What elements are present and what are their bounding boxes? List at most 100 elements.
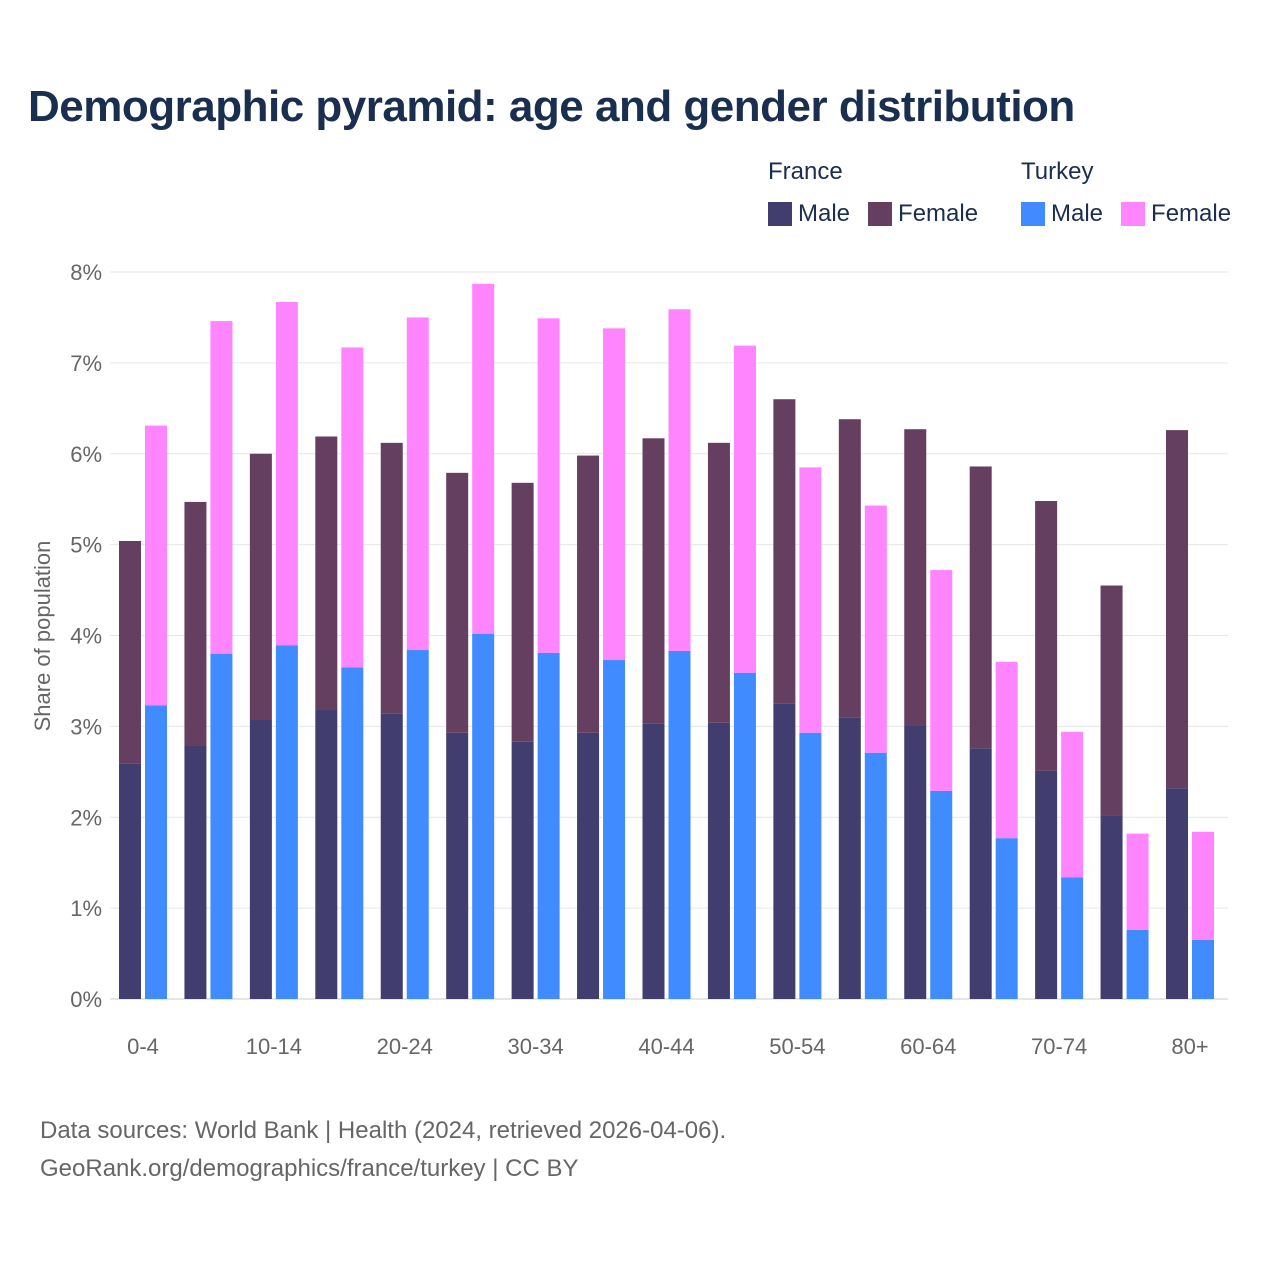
y-tick-label: 4%: [70, 624, 102, 649]
x-tick-label: 40-44: [638, 1034, 694, 1059]
bar-france-female: [446, 472, 469, 733]
bar-france-female: [1166, 430, 1188, 789]
legend-swatch: [768, 202, 792, 226]
bar-turkey-female: [472, 283, 495, 634]
bar-france-male: [1035, 770, 1058, 999]
bar-turkey-female: [930, 570, 953, 791]
y-tick-label: 1%: [70, 896, 102, 921]
legend-item: Female: [868, 200, 978, 228]
bar-turkey-female: [341, 347, 364, 668]
bar-turkey-female: [1192, 831, 1214, 940]
legend-item: Male: [1021, 200, 1103, 228]
bar-turkey-male: [799, 732, 822, 999]
bar-turkey-male: [406, 650, 429, 999]
bar-turkey-female: [1061, 731, 1084, 878]
legend-france: France Male Female: [768, 158, 978, 228]
bar-turkey-female: [275, 301, 298, 646]
y-tick-label: 3%: [70, 714, 102, 739]
x-tick-label: 20-24: [377, 1034, 433, 1059]
x-tick-label: 10-14: [246, 1034, 302, 1059]
bar-turkey-male: [864, 752, 887, 999]
bar-turkey-female: [603, 328, 626, 661]
bar-france-female: [969, 466, 992, 749]
bar-turkey-female: [799, 467, 822, 733]
bar-turkey-male: [210, 653, 233, 999]
bar-turkey-female: [210, 321, 233, 654]
y-tick-label: 8%: [70, 260, 102, 285]
legend-label: Male: [798, 200, 851, 227]
bar-france-male: [315, 710, 338, 999]
bar-france-male: [446, 732, 469, 999]
bar-france-female: [577, 455, 600, 733]
legend-title: Turkey: [1021, 158, 1094, 185]
bar-turkey-female: [668, 309, 691, 651]
bar-france-male: [380, 713, 403, 999]
bar-turkey-male: [1126, 929, 1149, 999]
y-tick-label: 2%: [70, 805, 102, 830]
bar-france-female: [904, 429, 927, 726]
chart-title: Demographic pyramid: age and gender dist…: [28, 82, 1075, 131]
x-tick-label: 50-54: [769, 1034, 825, 1059]
bar-france-male: [1100, 815, 1123, 999]
bar-france-male: [904, 725, 927, 999]
bar-turkey-female: [733, 345, 756, 673]
legend-item: Male: [768, 200, 850, 228]
bar-turkey-male: [733, 672, 756, 999]
bar-turkey-female: [145, 425, 167, 706]
bar-france-male: [642, 723, 665, 999]
x-tick-label: 30-34: [507, 1034, 563, 1059]
bar-turkey-male: [995, 838, 1018, 999]
y-axis-label: Share of population: [30, 541, 55, 732]
bar-france-male: [511, 741, 534, 999]
bar-turkey-female: [1126, 833, 1149, 930]
bar-france-male: [1166, 788, 1188, 999]
y-tick-label: 0%: [70, 987, 102, 1012]
x-tick-label: 0-4: [127, 1034, 159, 1059]
y-tick-label: 7%: [70, 351, 102, 376]
bar-turkey-female: [537, 318, 560, 653]
bar-turkey-male: [537, 652, 560, 999]
bar-turkey-male: [1061, 877, 1084, 999]
bar-turkey-male: [341, 667, 364, 999]
x-tick-label: 60-64: [900, 1034, 956, 1059]
bar-turkey-female: [995, 661, 1018, 839]
bar-france-female: [315, 436, 338, 711]
legend-label: Female: [1151, 200, 1232, 227]
bar-france-male: [838, 717, 861, 999]
bar-france-female: [838, 419, 861, 718]
bar-france-female: [184, 501, 207, 746]
bar-france-female: [707, 442, 730, 723]
legend-label: Female: [898, 200, 979, 227]
legend-swatch: [1021, 202, 1045, 226]
bar-turkey-female: [864, 505, 887, 753]
bar-france-female: [511, 482, 534, 742]
legend-swatch: [868, 202, 893, 226]
bar-france-female: [1100, 585, 1123, 816]
bar-turkey-male: [472, 633, 495, 999]
legend-title: France: [768, 158, 843, 185]
bar-france-female: [119, 540, 141, 764]
bar-france-male: [773, 703, 796, 999]
bar-france-male: [707, 722, 730, 999]
x-tick-label: 70-74: [1031, 1034, 1087, 1059]
footer-sources: Data sources: World Bank | Health (2024,…: [40, 1117, 727, 1144]
bar-france-female: [249, 453, 272, 721]
legend-swatch: [1121, 202, 1146, 226]
bar-turkey-female: [406, 317, 429, 651]
bar-turkey-male: [1192, 939, 1214, 999]
bar-france-female: [773, 399, 796, 704]
bar-france-female: [642, 438, 665, 724]
bar-france-male: [184, 745, 207, 999]
bar-france-male: [249, 720, 272, 999]
legend-turkey: Turkey Male Female: [1021, 158, 1231, 228]
legend-item: Female: [1121, 200, 1231, 228]
bar-france-male: [577, 732, 600, 999]
bar-turkey-male: [145, 705, 167, 999]
bar-france-female: [1035, 501, 1058, 771]
bar-turkey-male: [275, 645, 298, 999]
bar-france-male: [969, 748, 992, 999]
y-tick-label: 6%: [70, 442, 102, 467]
footer-attribution: GeoRank.org/demographics/france/turkey |…: [40, 1155, 579, 1182]
bar-turkey-male: [930, 790, 953, 999]
